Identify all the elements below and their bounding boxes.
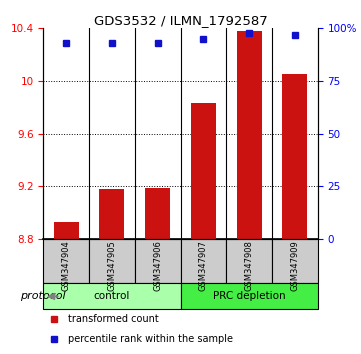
Text: percentile rank within the sample: percentile rank within the sample [68,335,233,344]
Bar [226,239,272,283]
Bar [54,222,79,239]
Bar [89,239,135,283]
Bar [180,239,226,283]
Bar [180,284,318,309]
Text: GSM347908: GSM347908 [245,241,253,291]
Bar [272,239,318,283]
Text: GSM347904: GSM347904 [62,241,71,291]
Text: GSM347907: GSM347907 [199,241,208,291]
Text: GSM347906: GSM347906 [153,241,162,291]
Bar [135,239,180,283]
Title: GDS3532 / ILMN_1792587: GDS3532 / ILMN_1792587 [93,14,268,27]
Text: protocol: protocol [20,291,66,302]
Text: GSM347909: GSM347909 [290,241,299,291]
Text: GSM347905: GSM347905 [108,241,116,291]
Bar [145,188,170,239]
Bar [43,284,180,309]
Bar [282,74,307,239]
Text: PRC depletion: PRC depletion [213,291,286,302]
Text: control: control [94,291,130,302]
Text: transformed count: transformed count [68,314,159,324]
Bar [43,239,89,283]
Bar [191,103,216,239]
Bar [99,189,125,239]
Bar [236,31,262,239]
